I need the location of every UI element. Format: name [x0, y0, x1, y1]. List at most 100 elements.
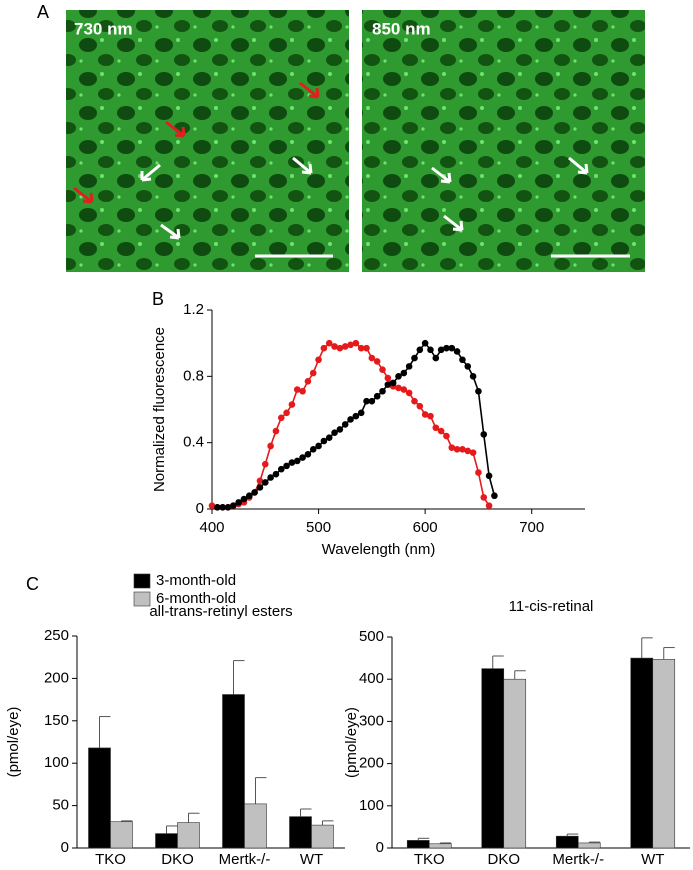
data-point	[352, 412, 360, 420]
data-point	[395, 384, 402, 392]
y-tick-label: 100	[359, 797, 384, 814]
data-point	[437, 346, 445, 354]
x-tick-label: 700	[519, 519, 544, 536]
data-point	[379, 366, 386, 374]
data-point	[341, 343, 349, 350]
data-point	[432, 354, 440, 362]
data-point	[453, 446, 461, 453]
x-tick-label: 400	[199, 519, 224, 536]
data-point	[235, 499, 242, 506]
bar	[244, 803, 267, 849]
data-point	[208, 502, 216, 509]
data-point	[389, 379, 397, 387]
data-point	[400, 369, 408, 377]
data-point	[230, 502, 237, 509]
data-point	[400, 386, 408, 393]
data-point	[256, 484, 264, 491]
data-point	[469, 449, 477, 456]
data-point	[443, 344, 450, 352]
bar	[222, 694, 245, 849]
bar	[289, 816, 312, 849]
data-point	[320, 344, 328, 352]
series-line	[211, 342, 490, 509]
data-point	[283, 409, 290, 417]
data-point	[368, 397, 376, 405]
x-axis-label: Wavelength (nm)	[322, 541, 436, 558]
panel-label: A	[37, 2, 49, 22]
y-axis-label: (pmol/eye)	[343, 707, 360, 778]
bar	[503, 678, 527, 849]
y-tick-label: 0	[196, 500, 204, 517]
data-point	[246, 492, 253, 500]
data-point	[443, 432, 450, 440]
data-point	[453, 348, 461, 355]
data-point	[427, 346, 434, 354]
bar	[481, 668, 505, 849]
x-tick-label: DKO	[161, 851, 194, 868]
data-point	[283, 462, 290, 470]
x-tick-label: WT	[300, 851, 323, 868]
data-point	[432, 424, 440, 432]
y-tick-label: 100	[44, 754, 69, 771]
data-point	[331, 343, 338, 350]
bar	[406, 840, 430, 849]
x-tick-label: Mertk-/-	[219, 851, 271, 868]
data-point	[384, 374, 392, 382]
legend-label: 3-month-old	[156, 572, 236, 589]
bar	[311, 824, 334, 849]
chart-title: all-trans-retinyl esters	[149, 603, 292, 620]
image-label: 850 nm	[372, 19, 431, 38]
data-point	[214, 504, 221, 511]
data-point	[272, 470, 280, 478]
legend-swatch	[133, 591, 151, 607]
y-tick-label: 0	[61, 839, 69, 856]
data-point	[261, 479, 269, 486]
data-point	[427, 412, 434, 420]
image-label: 730 nm	[74, 19, 133, 38]
bar	[428, 843, 452, 849]
data-point	[331, 429, 338, 437]
data-point	[261, 460, 269, 468]
data-point	[341, 421, 349, 428]
y-tick-label: 1.2	[183, 301, 204, 318]
y-tick-label: 0.8	[183, 367, 204, 384]
panel-label: B	[152, 289, 164, 309]
data-point	[304, 450, 312, 458]
data-point	[251, 489, 258, 496]
bar	[652, 659, 676, 849]
data-point	[299, 454, 306, 461]
data-point	[395, 373, 402, 380]
data-point	[368, 354, 376, 362]
data-point	[320, 437, 328, 445]
data-point	[480, 431, 488, 438]
data-point	[405, 363, 413, 370]
x-tick-label: Mertk-/-	[552, 851, 604, 868]
y-tick-label: 150	[44, 712, 69, 729]
data-point	[448, 444, 456, 451]
data-point	[464, 447, 472, 455]
y-axis-label: Normalized fluorescence	[151, 327, 168, 492]
x-tick-label: TKO	[414, 851, 445, 868]
bar	[555, 835, 579, 849]
data-point	[352, 339, 360, 347]
panel-label: C	[26, 574, 39, 594]
data-point	[373, 358, 381, 365]
x-tick-label: TKO	[95, 851, 126, 868]
data-point	[475, 469, 482, 476]
data-point	[256, 477, 264, 485]
data-point	[293, 457, 301, 465]
data-point	[309, 369, 317, 377]
y-tick-label: 500	[359, 628, 384, 645]
data-point	[272, 427, 280, 435]
data-point	[480, 494, 488, 501]
data-point	[293, 386, 301, 393]
data-point	[416, 402, 424, 410]
y-tick-label: 400	[359, 670, 384, 687]
x-tick-label: 500	[306, 519, 331, 536]
x-tick-label: DKO	[487, 851, 520, 868]
y-axis-label: (pmol/eye)	[5, 707, 22, 778]
data-point	[421, 339, 429, 347]
data-point	[309, 446, 317, 453]
data-point	[325, 434, 333, 441]
